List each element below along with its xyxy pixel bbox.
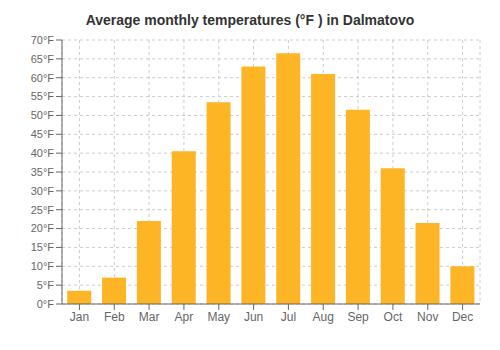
svg-text:55°F: 55°F: [31, 90, 55, 102]
svg-text:50°F: 50°F: [31, 109, 55, 121]
html-text:Average monthly temperatures (: Average monthly temperatures (°F ) in Da…: [85, 12, 415, 28]
svg-text:Oct: Oct: [384, 310, 403, 324]
svg-text:65°F: 65°F: [31, 53, 55, 65]
svg-text:40°F: 40°F: [31, 147, 55, 159]
svg-text:45°F: 45°F: [31, 128, 55, 140]
svg-text:5°F: 5°F: [37, 279, 55, 291]
svg-text:Jun: Jun: [244, 310, 263, 324]
svg-text:Apr: Apr: [175, 310, 194, 324]
svg-text:Nov: Nov: [417, 310, 438, 324]
svg-text:Sep: Sep: [347, 310, 369, 324]
svg-text:35°F: 35°F: [31, 166, 55, 178]
svg-text:30°F: 30°F: [31, 185, 55, 197]
svg-text:60°F: 60°F: [31, 72, 55, 84]
svg-text:Feb: Feb: [104, 310, 125, 324]
svg-text:Aug: Aug: [313, 310, 334, 324]
svg-text:Mar: Mar: [139, 310, 160, 324]
svg-text:Dec: Dec: [452, 310, 473, 324]
svg-text:Jan: Jan: [70, 310, 89, 324]
svg-text:20°F: 20°F: [31, 222, 55, 234]
svg-text:70°F: 70°F: [31, 34, 55, 46]
svg-text:Jul: Jul: [281, 310, 296, 324]
svg-text:10°F: 10°F: [31, 260, 55, 272]
svg-text:15°F: 15°F: [31, 241, 55, 253]
svg-text:May: May: [207, 310, 230, 324]
svg-text:25°F: 25°F: [31, 204, 55, 216]
svg-text:0°F: 0°F: [37, 298, 55, 310]
